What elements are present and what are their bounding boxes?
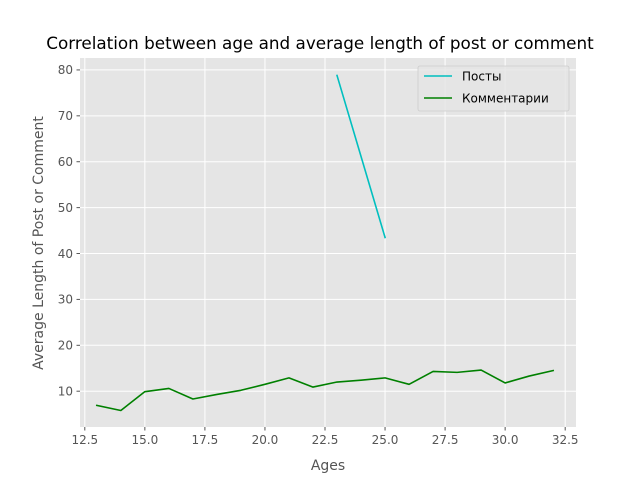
y-tick-label: 50: [58, 201, 73, 215]
series-layer: [95, 74, 555, 412]
plot-area: [80, 58, 576, 427]
grid-lines: [80, 58, 576, 427]
x-tick-label: 30.0: [492, 433, 519, 447]
y-axis-label: Average Length of Post or Comment: [31, 116, 47, 370]
legend: Посты Комментарии: [417, 65, 570, 112]
series-line-1: [95, 369, 555, 412]
x-tick-label: 32.5: [552, 433, 579, 447]
y-tick-label: 70: [58, 109, 73, 123]
x-tick-label: 27.5: [432, 433, 459, 447]
x-tick-label: 12.5: [71, 433, 98, 447]
legend-label-0: Посты: [462, 70, 501, 84]
x-axis-label: Ages: [311, 458, 345, 474]
y-tick-label: 80: [58, 63, 73, 77]
chart-title: Correlation between age and average leng…: [46, 33, 594, 53]
x-tick-label: 22.5: [312, 433, 339, 447]
x-tick-label: 25.0: [372, 433, 399, 447]
legend-label-1: Комментарии: [462, 92, 549, 106]
x-tick-label: 20.0: [252, 433, 279, 447]
legend-box: [417, 65, 570, 112]
y-axis-ticks: 10 20 30 40 50 60 70 80: [58, 63, 80, 399]
y-tick-label: 60: [58, 155, 73, 169]
y-tick-label: 40: [58, 247, 73, 261]
y-tick-label: 10: [58, 385, 73, 399]
y-tick-label: 30: [58, 293, 73, 307]
x-tick-label: 15.0: [131, 433, 158, 447]
x-tick-label: 17.5: [192, 433, 219, 447]
y-tick-label: 20: [58, 339, 73, 353]
x-axis-ticks: 12.5 15.0 17.5 20.0 22.5 25.0 27.5 30.0 32.5: [71, 427, 579, 447]
series-line-0: [336, 74, 387, 239]
